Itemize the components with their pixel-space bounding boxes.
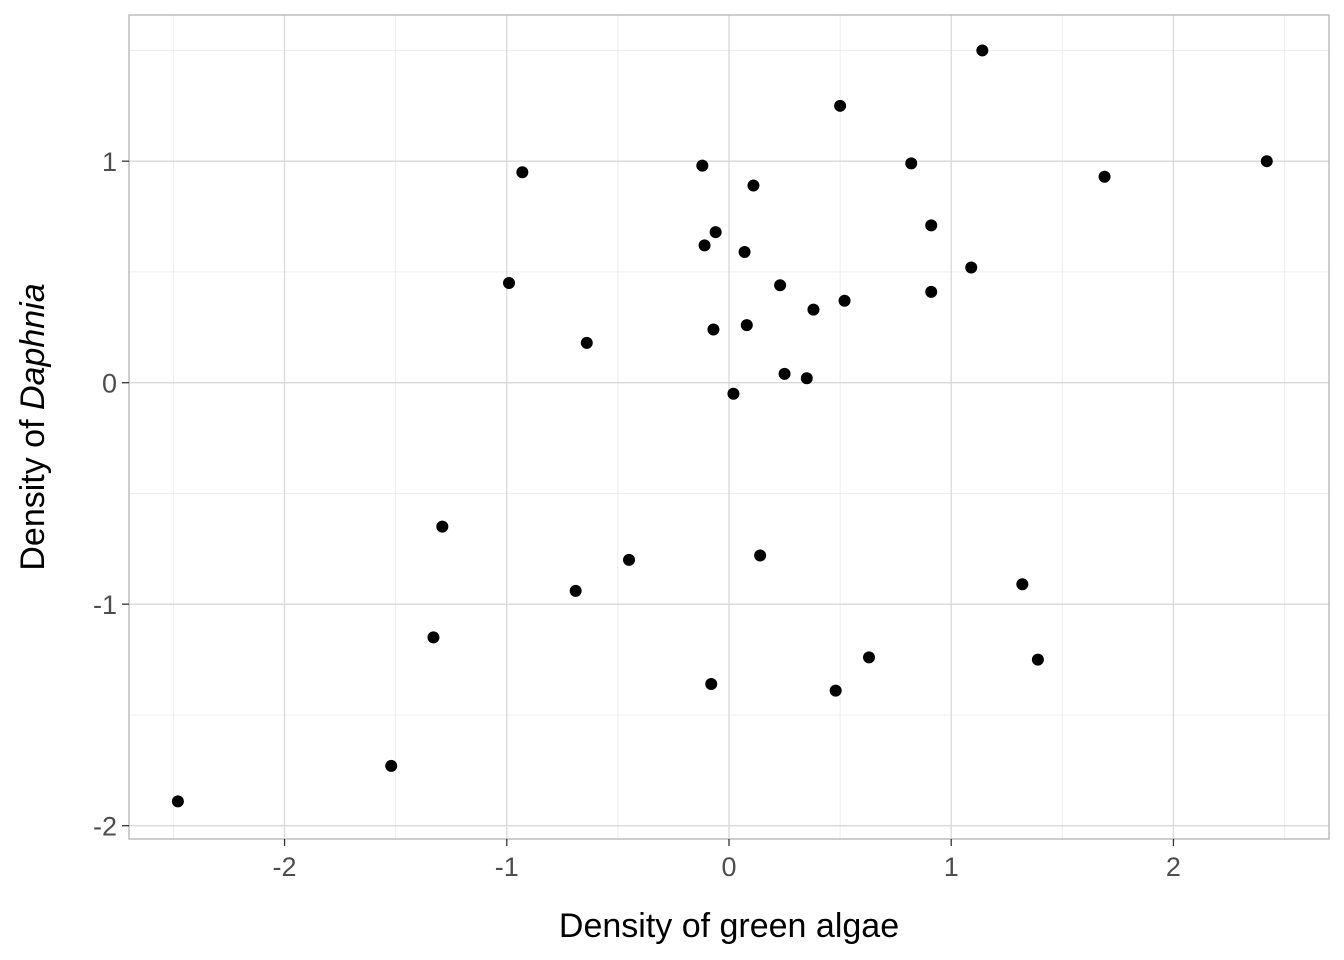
data-point bbox=[569, 584, 582, 597]
data-point bbox=[965, 261, 978, 274]
data-point bbox=[829, 684, 842, 697]
x-tick-label: -2 bbox=[273, 852, 297, 882]
data-point bbox=[516, 166, 529, 179]
data-point bbox=[774, 279, 787, 292]
data-point bbox=[1098, 170, 1111, 183]
data-point bbox=[171, 795, 184, 808]
data-point bbox=[738, 246, 751, 259]
data-point bbox=[905, 157, 918, 170]
data-point bbox=[778, 367, 791, 380]
y-tick-label: 0 bbox=[102, 369, 117, 399]
data-point bbox=[503, 277, 515, 290]
data-point bbox=[436, 520, 449, 533]
y-tick-label: -1 bbox=[93, 590, 117, 620]
data-point bbox=[1260, 155, 1273, 168]
data-point bbox=[705, 677, 718, 690]
data-point bbox=[747, 179, 760, 192]
data-point bbox=[709, 226, 722, 239]
y-tick-label: -2 bbox=[93, 812, 117, 842]
data-point bbox=[925, 285, 938, 298]
y-tick-label: 1 bbox=[102, 147, 117, 177]
data-point bbox=[976, 44, 989, 57]
data-point bbox=[834, 99, 847, 112]
data-point bbox=[1016, 578, 1029, 591]
data-point bbox=[754, 549, 767, 562]
data-point bbox=[427, 631, 440, 644]
data-point bbox=[807, 303, 820, 316]
data-point bbox=[800, 372, 813, 385]
data-point bbox=[863, 651, 875, 664]
grid-lines bbox=[129, 15, 1329, 839]
data-point bbox=[580, 336, 593, 349]
y-axis-title: Density of Daphnia bbox=[14, 283, 52, 570]
data-point bbox=[740, 319, 753, 332]
x-tick-label: 2 bbox=[1166, 852, 1181, 882]
data-point bbox=[385, 759, 398, 772]
y-tick-labels: -2 -1 0 1 bbox=[93, 147, 129, 842]
data-point bbox=[623, 553, 635, 566]
data-point bbox=[838, 294, 851, 307]
x-axis-title: Density of green algae bbox=[559, 907, 899, 945]
data-point bbox=[1031, 653, 1044, 666]
y-axis-title-italic: Daphnia bbox=[14, 283, 52, 410]
data-point bbox=[707, 323, 720, 336]
data-point bbox=[727, 387, 740, 400]
x-tick-label: 1 bbox=[944, 852, 959, 882]
data-point bbox=[696, 159, 709, 172]
data-point bbox=[925, 219, 938, 232]
data-points bbox=[171, 44, 1273, 808]
x-tick-label: -1 bbox=[495, 852, 519, 882]
data-point bbox=[698, 239, 711, 252]
x-tick-labels: -2 -1 0 1 2 bbox=[273, 839, 1181, 882]
x-tick-label: 0 bbox=[721, 852, 736, 882]
y-axis-title-prefix: Density of bbox=[14, 410, 52, 571]
